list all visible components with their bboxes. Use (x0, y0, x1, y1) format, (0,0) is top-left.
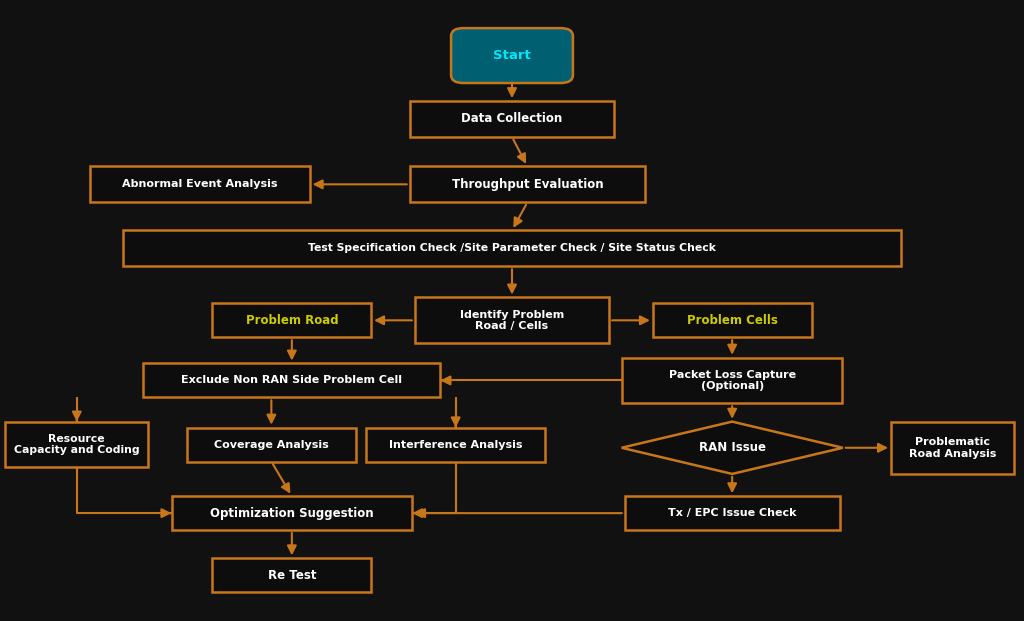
FancyBboxPatch shape (622, 358, 842, 403)
Text: Tx / EPC Issue Check: Tx / EPC Issue Check (668, 508, 797, 518)
FancyBboxPatch shape (212, 303, 371, 337)
FancyBboxPatch shape (410, 166, 645, 202)
Text: RAN Issue: RAN Issue (698, 442, 766, 455)
FancyBboxPatch shape (123, 230, 901, 266)
Text: Interference Analysis: Interference Analysis (389, 440, 522, 450)
FancyBboxPatch shape (415, 297, 609, 343)
FancyBboxPatch shape (171, 496, 412, 530)
FancyBboxPatch shape (451, 28, 573, 83)
Text: Problem Cells: Problem Cells (687, 314, 777, 327)
FancyBboxPatch shape (625, 496, 840, 530)
Text: Exclude Non RAN Side Problem Cell: Exclude Non RAN Side Problem Cell (181, 376, 402, 386)
Text: Problematic
Road Analysis: Problematic Road Analysis (908, 437, 996, 458)
FancyBboxPatch shape (367, 427, 545, 461)
Text: Abnormal Event Analysis: Abnormal Event Analysis (122, 179, 278, 189)
FancyBboxPatch shape (143, 363, 440, 397)
FancyBboxPatch shape (212, 558, 371, 592)
Text: Coverage Analysis: Coverage Analysis (214, 440, 329, 450)
Polygon shape (622, 422, 843, 474)
Text: Throughput Evaluation: Throughput Evaluation (452, 178, 603, 191)
Text: Re Test: Re Test (267, 569, 316, 582)
Text: Packet Loss Capture
(Optional): Packet Loss Capture (Optional) (669, 369, 796, 391)
Text: Identify Problem
Road / Cells: Identify Problem Road / Cells (460, 309, 564, 331)
Text: Start: Start (494, 49, 530, 62)
FancyBboxPatch shape (90, 166, 309, 202)
FancyBboxPatch shape (410, 101, 614, 137)
Text: Test Specification Check /Site Parameter Check / Site Status Check: Test Specification Check /Site Parameter… (308, 243, 716, 253)
Text: Optimization Suggestion: Optimization Suggestion (210, 507, 374, 520)
FancyBboxPatch shape (5, 422, 148, 468)
FancyBboxPatch shape (186, 427, 356, 461)
Text: Problem Road: Problem Road (246, 314, 338, 327)
Text: Data Collection: Data Collection (462, 112, 562, 125)
Text: Resource
Capacity and Coding: Resource Capacity and Coding (14, 433, 139, 455)
FancyBboxPatch shape (653, 303, 811, 337)
FancyBboxPatch shape (891, 422, 1014, 474)
